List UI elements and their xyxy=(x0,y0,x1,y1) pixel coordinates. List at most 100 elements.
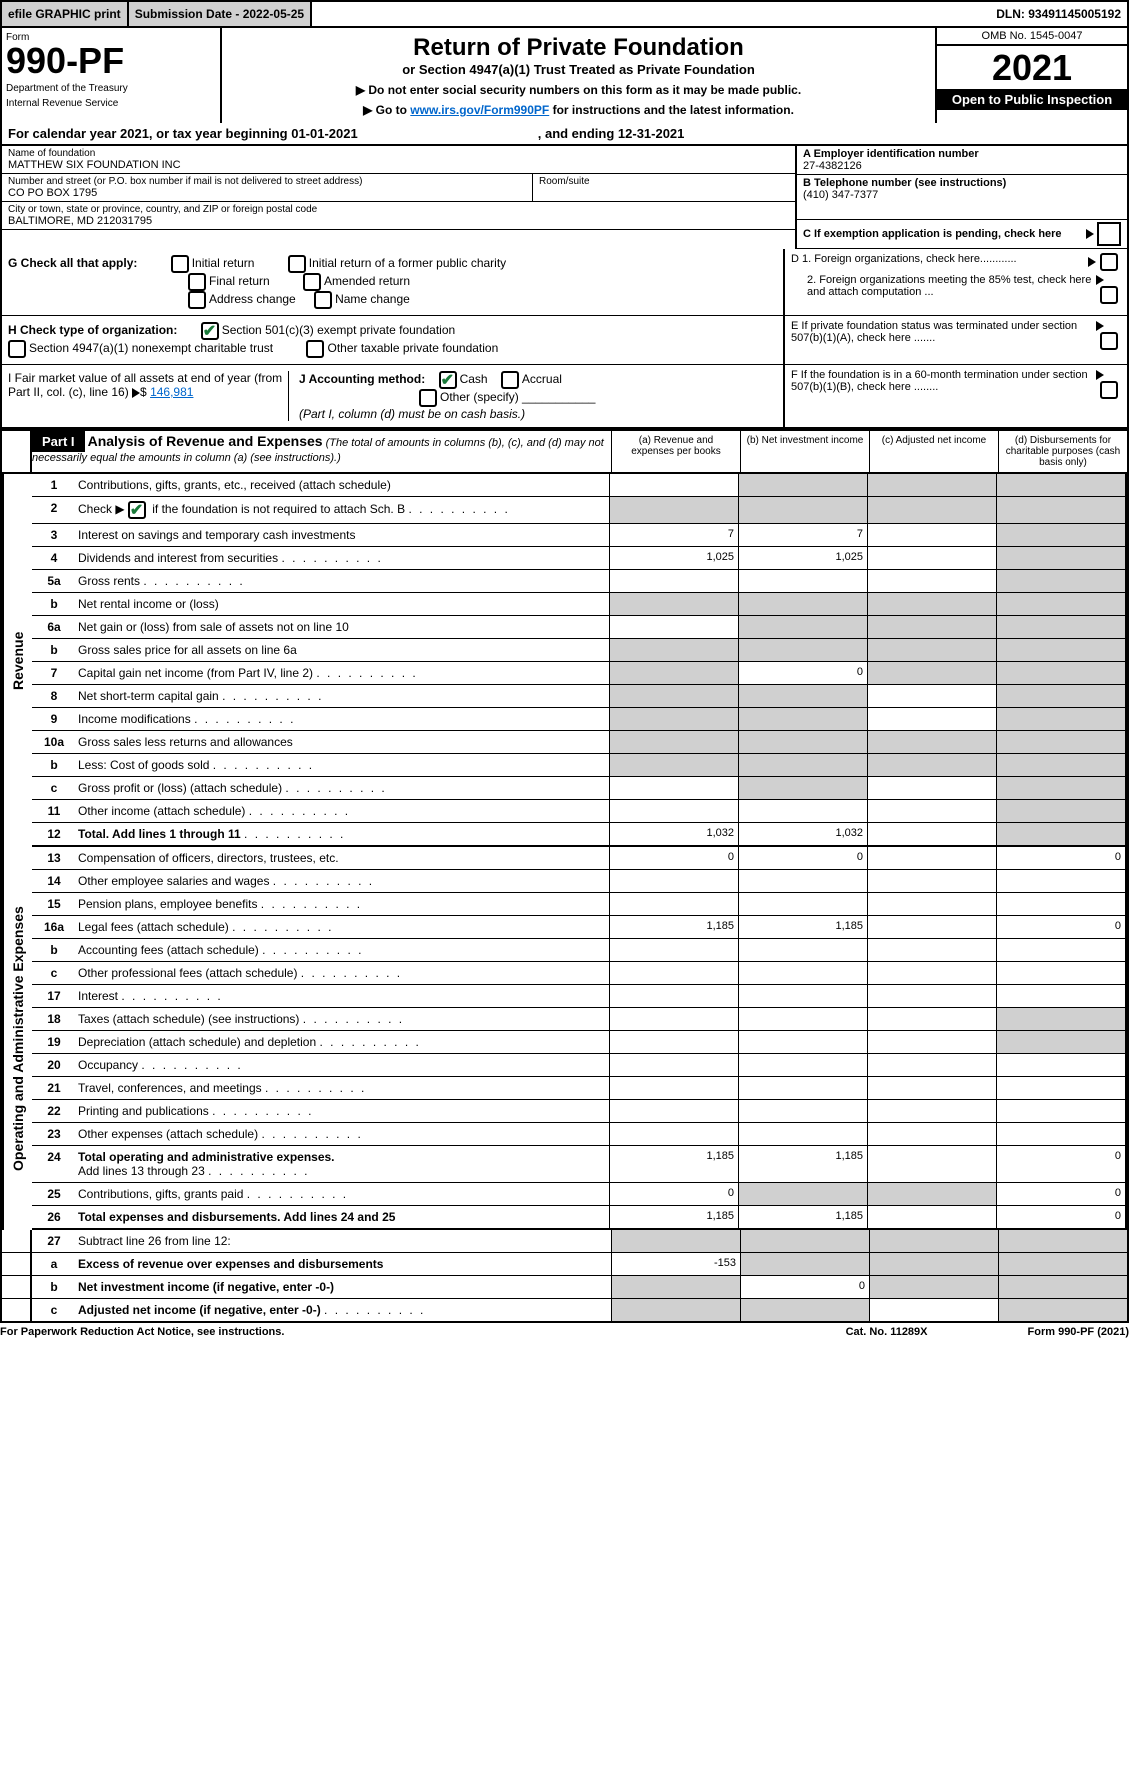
top-bar: efile GRAPHIC print Submission Date - 20… xyxy=(0,0,1129,28)
row-17-desc: Interest xyxy=(76,985,609,1007)
row-27b-desc: Net investment income (if negative, ente… xyxy=(76,1276,611,1298)
g-label: G Check all that apply: xyxy=(8,256,137,270)
sch-b-checkbox[interactable] xyxy=(128,501,146,519)
revenue-label: Revenue xyxy=(2,474,32,847)
irs-gov-link[interactable]: www.irs.gov/Form990PF xyxy=(410,103,549,117)
exemption-pending: C If exemption application is pending, c… xyxy=(797,220,1127,249)
row-7-desc: Capital gain net income (from Part IV, l… xyxy=(76,662,609,684)
initial-return-checkbox[interactable] xyxy=(171,255,189,273)
row-27a-desc: Excess of revenue over expenses and disb… xyxy=(76,1253,611,1275)
row-1-desc: Contributions, gifts, grants, etc., rece… xyxy=(76,474,609,496)
row-22-desc: Printing and publications xyxy=(76,1100,609,1122)
d2-label: 2. Foreign organizations meeting the 85%… xyxy=(791,274,1096,298)
row-15-desc: Pension plans, employee benefits xyxy=(76,893,609,915)
ein-cell: A Employer identification number 27-4382… xyxy=(797,146,1127,175)
col-c-header: (c) Adjusted net income xyxy=(869,431,998,472)
row-18-desc: Taxes (attach schedule) (see instruction… xyxy=(76,1008,609,1030)
e-checkbox[interactable] xyxy=(1100,332,1118,350)
fmv-value[interactable]: 146,981 xyxy=(150,385,193,399)
row-10a-desc: Gross sales less returns and allowances xyxy=(76,731,609,753)
foundation-info: Name of foundation MATTHEW SIX FOUNDATIO… xyxy=(0,146,1129,249)
submission-date: Submission Date - 2022-05-25 xyxy=(129,2,312,26)
row-23-desc: Other expenses (attach schedule) xyxy=(76,1123,609,1145)
efile-button[interactable]: efile GRAPHIC print xyxy=(2,2,129,26)
footer-left: For Paperwork Reduction Act Notice, see … xyxy=(0,1326,284,1338)
cash-checkbox[interactable] xyxy=(439,371,457,389)
irs-link-note: ▶ Go to www.irs.gov/Form990PF for instru… xyxy=(228,103,929,117)
dln-number: DLN: 93491145005192 xyxy=(990,2,1127,26)
part1-header: Part I Analysis of Revenue and Expenses … xyxy=(0,429,1129,474)
4947a1-checkbox[interactable] xyxy=(8,340,26,358)
j-note: (Part I, column (d) must be on cash basi… xyxy=(299,407,525,421)
row-6b-desc: Gross sales price for all assets on line… xyxy=(76,639,609,661)
part1-badge: Part I xyxy=(32,431,85,452)
form-subtitle: or Section 4947(a)(1) Trust Treated as P… xyxy=(228,62,929,77)
row-21-desc: Travel, conferences, and meetings xyxy=(76,1077,609,1099)
c-checkbox[interactable] xyxy=(1097,222,1121,246)
d1-label: D 1. Foreign organizations, check here..… xyxy=(791,253,1017,265)
col-d-header: (d) Disbursements for charitable purpose… xyxy=(998,431,1127,472)
row-3-desc: Interest on savings and temporary cash i… xyxy=(76,524,609,546)
row-13-desc: Compensation of officers, directors, tru… xyxy=(76,847,609,869)
other-taxable-checkbox[interactable] xyxy=(306,340,324,358)
city-cell: City or town, state or province, country… xyxy=(2,202,795,230)
expenses-label: Operating and Administrative Expenses xyxy=(2,847,32,1230)
row-16b-desc: Accounting fees (attach schedule) xyxy=(76,939,609,961)
footer-right: Form 990-PF (2021) xyxy=(1028,1326,1129,1338)
d2-checkbox[interactable] xyxy=(1100,286,1118,304)
row-9-desc: Income modifications xyxy=(76,708,609,730)
row-5a-desc: Gross rents xyxy=(76,570,609,592)
form-header: Form 990-PF Department of the Treasury I… xyxy=(0,28,1129,123)
name-change-checkbox[interactable] xyxy=(314,291,332,309)
footer-center: Cat. No. 11289X xyxy=(846,1326,928,1338)
row-24-desc: Total operating and administrative expen… xyxy=(76,1146,609,1182)
row-20-desc: Occupancy xyxy=(76,1054,609,1076)
form-number: 990-PF xyxy=(6,43,216,79)
row-4-desc: Dividends and interest from securities xyxy=(76,547,609,569)
address-change-checkbox[interactable] xyxy=(188,291,206,309)
street-value: CO PO BOX 1795 xyxy=(8,187,526,199)
foundation-name-cell: Name of foundation MATTHEW SIX FOUNDATIO… xyxy=(2,146,795,174)
accrual-checkbox[interactable] xyxy=(501,371,519,389)
row-10c-desc: Gross profit or (loss) (attach schedule) xyxy=(76,777,609,799)
i-j-f-section: I Fair market value of all assets at end… xyxy=(0,365,1129,429)
row-16a-desc: Legal fees (attach schedule) xyxy=(76,916,609,938)
row-26-desc: Total expenses and disbursements. Add li… xyxy=(76,1206,609,1228)
row-27c-desc: Adjusted net income (if negative, enter … xyxy=(76,1299,611,1321)
row-12-desc: Total. Add lines 1 through 11 xyxy=(76,823,609,845)
row-8-desc: Net short-term capital gain xyxy=(76,685,609,707)
part1-title: Analysis of Revenue and Expenses xyxy=(88,433,323,449)
d1-checkbox[interactable] xyxy=(1100,253,1118,271)
f-checkbox[interactable] xyxy=(1100,381,1118,399)
amended-return-checkbox[interactable] xyxy=(303,273,321,291)
i-label: I Fair market value of all assets at end… xyxy=(8,371,282,399)
row-2-desc: Check ▶ if the foundation is not require… xyxy=(76,497,609,523)
row-6a-desc: Net gain or (loss) from sale of assets n… xyxy=(76,616,609,638)
street-label: Number and street (or P.O. box number if… xyxy=(8,176,526,187)
h-e-section: H Check type of organization: Section 50… xyxy=(0,316,1129,365)
final-return-checkbox[interactable] xyxy=(188,273,206,291)
omb-number: OMB No. 1545-0047 xyxy=(937,28,1127,46)
501c3-checkbox[interactable] xyxy=(201,322,219,340)
h-label: H Check type of organization: xyxy=(8,323,177,337)
row-5b-desc: Net rental income or (loss) xyxy=(76,593,609,615)
row-25-desc: Contributions, gifts, grants paid xyxy=(76,1183,609,1205)
page-footer: For Paperwork Reduction Act Notice, see … xyxy=(0,1323,1129,1341)
irs-label: Internal Revenue Service xyxy=(6,98,216,109)
row-10b-desc: Less: Cost of goods sold xyxy=(76,754,609,776)
row-14-desc: Other employee salaries and wages xyxy=(76,870,609,892)
tax-year: 2021 xyxy=(937,46,1127,89)
row-11-desc: Other income (attach schedule) xyxy=(76,800,609,822)
row-27-desc: Subtract line 26 from line 12: xyxy=(76,1230,611,1252)
row-16c-desc: Other professional fees (attach schedule… xyxy=(76,962,609,984)
j-label: J Accounting method: xyxy=(299,372,425,386)
phone-cell: B Telephone number (see instructions) (4… xyxy=(797,175,1127,220)
col-a-header: (a) Revenue and expenses per books xyxy=(611,431,740,472)
row-19-desc: Depreciation (attach schedule) and deple… xyxy=(76,1031,609,1053)
f-label: F If the foundation is in a 60-month ter… xyxy=(791,369,1096,393)
g-d-section: G Check all that apply: Initial return I… xyxy=(0,249,1129,316)
initial-return-former-checkbox[interactable] xyxy=(288,255,306,273)
e-label: E If private foundation status was termi… xyxy=(791,320,1096,344)
ssn-warning: ▶ Do not enter social security numbers o… xyxy=(228,83,929,97)
other-method-checkbox[interactable] xyxy=(419,389,437,407)
